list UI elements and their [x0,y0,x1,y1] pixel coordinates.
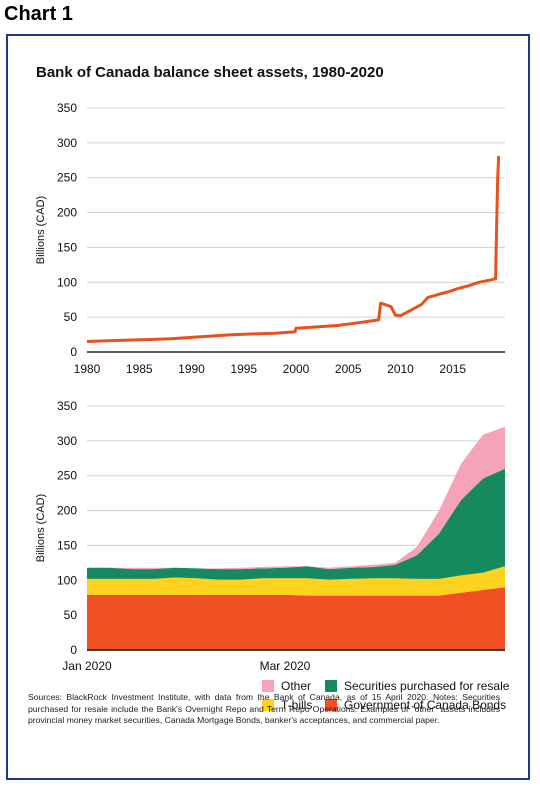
chart2-area-gov-bonds [87,587,505,650]
chart1-x-tick: 2000 [283,362,310,376]
chart2-y-axis-title: Billions (CAD) [35,494,47,562]
legend-label-tbills: T-bills [281,698,313,712]
chart1-x-tick: 2010 [387,362,414,376]
legend-swatch-gov-bonds [325,699,337,711]
chart1-y-axis-title: Billions (CAD) [35,196,47,264]
chart2-x-tick: Mar 2020 [260,659,311,673]
chart2-y-tick: 200 [57,504,77,518]
chart2-y-tick: 100 [57,573,77,587]
chart1-series-line [86,156,501,343]
chart2-y-tick: 0 [70,643,77,657]
chart2-y-tick: 350 [57,399,77,413]
legend-swatch-tbills [262,699,274,711]
chart-title: Bank of Canada balance sheet assets, 198… [36,64,384,81]
chart1-y-tick: 350 [57,101,77,115]
chart1-y-tick: 50 [64,310,78,324]
chart2-y-tick: 50 [64,608,78,622]
legend-item-gov-bonds: Government of Canada Bonds [325,698,506,712]
chart1-x-tick: 1990 [178,362,205,376]
chart-heading: Chart 1 [4,3,73,25]
chart1-y-tick: 200 [57,206,77,220]
legend-label-gov-bonds: Government of Canada Bonds [344,698,507,712]
chart1-y-tick: 0 [70,345,77,359]
chart1-x-tick: 1980 [74,362,101,376]
chart2-area-securities [87,468,505,580]
chart-frame: Bank of Canada balance sheet assets, 198… [6,34,530,780]
sources-note: Sources: BlackRock Investment Institute,… [28,692,500,725]
legend-item-other: Other [262,679,311,693]
chart1-y-tick: 300 [57,136,77,150]
chart2-y-tick: 250 [57,469,77,483]
chart1-x-tick: 1995 [230,362,257,376]
chart1-x-tick: 2015 [439,362,466,376]
chart1-y-tick: 250 [57,171,77,185]
chart2-y-tick: 150 [57,538,77,552]
chart2-area-tbills [87,566,505,596]
legend-label-securities: Securities purchased for resale [344,679,510,693]
legend-swatch-securities [325,680,337,692]
legend-swatch-other [262,680,274,692]
chart2-x-tick: Jan 2020 [62,659,112,673]
legend-item-tbills: T-bills [262,698,312,712]
legend-item-securities: Securities purchased for resale [325,679,509,693]
chart1-x-tick: 2005 [335,362,362,376]
chart1-y-tick: 150 [57,240,77,254]
chart1-x-tick: 1985 [126,362,153,376]
chart2-y-tick: 300 [57,434,77,448]
chart1-y-tick: 100 [57,275,77,289]
legend-label-other: Other [281,679,312,693]
